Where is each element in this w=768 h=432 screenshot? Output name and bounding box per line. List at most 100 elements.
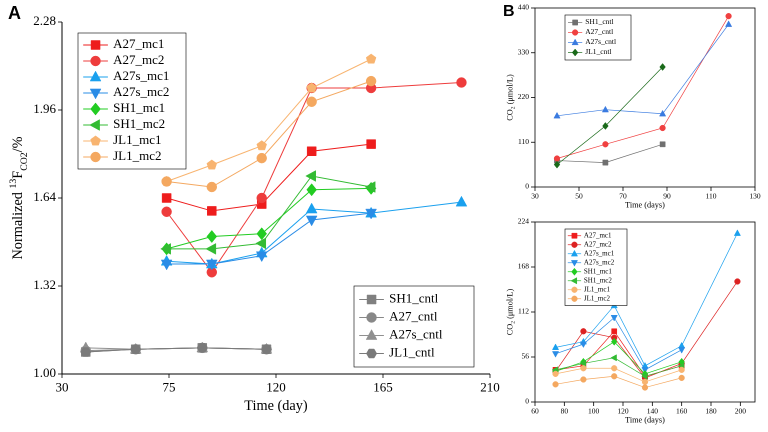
legend-marker — [90, 151, 101, 163]
legend-label: SH1_mc1 — [113, 100, 165, 115]
legend-label: A27s_mc2 — [113, 84, 169, 99]
legend: A27_mc1A27_mc2A27s_mc1A27s_mc2SH1_mc1SH1… — [564, 228, 628, 306]
legend-marker — [366, 348, 378, 359]
chart: 30 75 120 165 210 1.00 1.32 1.64 1.96 2.28 Time (d… — [8, 3, 500, 414]
marker — [255, 251, 268, 263]
x-tick-label: 210 — [480, 379, 500, 394]
marker — [305, 202, 318, 214]
marker — [580, 328, 587, 335]
marker — [678, 366, 685, 373]
marker — [196, 343, 208, 353]
y-axis-label-part: F — [10, 171, 26, 179]
marker — [553, 160, 561, 169]
legend: SH1_cntl A27_cntl A27s_cntl JL1_cntl — [353, 285, 475, 368]
legend-marker — [90, 40, 101, 50]
legend-marker — [90, 102, 101, 116]
series-line — [556, 15, 729, 159]
marker — [160, 243, 171, 255]
x-tick-label: 130 — [749, 192, 761, 201]
marker — [261, 344, 272, 354]
x-tick-label: 160 — [676, 407, 688, 416]
legend-marker — [570, 260, 578, 267]
legend-marker — [571, 232, 578, 239]
marker — [365, 53, 377, 64]
y-tick-label: 220 — [518, 92, 530, 101]
marker — [678, 347, 686, 354]
marker — [365, 208, 377, 220]
series-line — [85, 347, 267, 353]
legend-label: SH1_mc2 — [113, 116, 165, 131]
marker — [456, 77, 467, 88]
marker — [206, 230, 218, 243]
x-tick-label: 100 — [588, 407, 600, 416]
series-line — [166, 212, 372, 265]
y-tick-label: 1.32 — [33, 277, 56, 292]
legend-marker — [90, 55, 101, 67]
marker — [205, 243, 217, 255]
y-axis-label-part: 13 — [8, 179, 19, 189]
marker — [552, 370, 559, 377]
legend-marker — [89, 119, 100, 131]
marker — [364, 181, 376, 193]
legend-label: SH1_mc2 — [584, 276, 613, 284]
series-line — [166, 143, 372, 212]
marker — [206, 181, 218, 193]
marker — [580, 365, 587, 372]
legend-label: A27_mc1 — [584, 231, 612, 239]
legend-marker — [572, 19, 578, 26]
legend-marker — [571, 267, 578, 276]
marker — [579, 359, 586, 367]
legend-label: A27s_cntl — [389, 326, 443, 341]
x-tick-label: 140 — [647, 407, 659, 416]
y-axis-label-part: CO — [505, 109, 514, 121]
legend-marker — [571, 38, 579, 46]
series-line — [555, 367, 682, 383]
legend-label: JL1_mc2 — [584, 294, 611, 302]
legend-label: A27_mc2 — [113, 52, 164, 67]
marker — [610, 354, 617, 362]
marker — [659, 109, 667, 117]
series-line — [555, 341, 682, 375]
y-axis-label-part: Normalized — [10, 188, 26, 259]
marker — [611, 328, 618, 335]
marker — [256, 192, 267, 204]
marker — [366, 139, 376, 149]
marker — [552, 381, 559, 388]
x-axis-label: Time (days) — [625, 416, 665, 425]
x-axis-label: Time (day) — [244, 398, 308, 414]
y-tick-label: 1.96 — [33, 101, 56, 116]
y-tick-label: 112 — [518, 307, 529, 316]
y-axis-label-part: (μmol/L) — [505, 289, 514, 321]
marker — [255, 237, 267, 250]
y-axis-label: Normalized 13FCO2/% — [8, 136, 30, 259]
marker — [161, 193, 172, 203]
x-tick-label: 80 — [561, 407, 569, 416]
x-tick-label: 30 — [56, 379, 69, 394]
legend-label: JL1_cntl — [585, 47, 611, 56]
marker — [305, 215, 318, 227]
legend-label: A27s_mc1 — [584, 249, 615, 257]
y-axis-label-part: (μmol/L) — [505, 74, 514, 106]
legend-label: SH1_cntl — [585, 17, 613, 26]
legend-marker — [572, 29, 579, 36]
marker — [602, 159, 609, 166]
x-tick-label: 120 — [617, 407, 629, 416]
marker — [161, 176, 172, 187]
legend-marker — [366, 294, 377, 305]
marker — [160, 259, 173, 271]
series-line — [555, 330, 682, 377]
legend-label: A27s_mc1 — [113, 68, 169, 83]
marker — [611, 373, 618, 380]
panel-label: A — [8, 3, 21, 23]
legend-marker — [365, 329, 378, 340]
x-tick-label: 180 — [705, 407, 717, 416]
y-axis-label-part: CO2 — [19, 152, 30, 171]
y-axis-label-part: /% — [10, 136, 26, 152]
marker — [733, 229, 741, 236]
legend-label: A27_cntl — [585, 27, 613, 36]
y-tick-label: 0 — [525, 397, 529, 406]
y-tick-label: 56 — [522, 352, 530, 361]
y-tick-label: 330 — [518, 47, 530, 56]
marker — [725, 13, 732, 20]
